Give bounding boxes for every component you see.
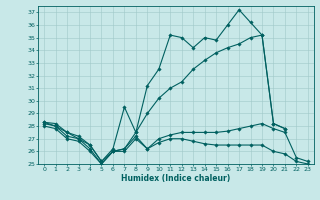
X-axis label: Humidex (Indice chaleur): Humidex (Indice chaleur) [121, 174, 231, 183]
